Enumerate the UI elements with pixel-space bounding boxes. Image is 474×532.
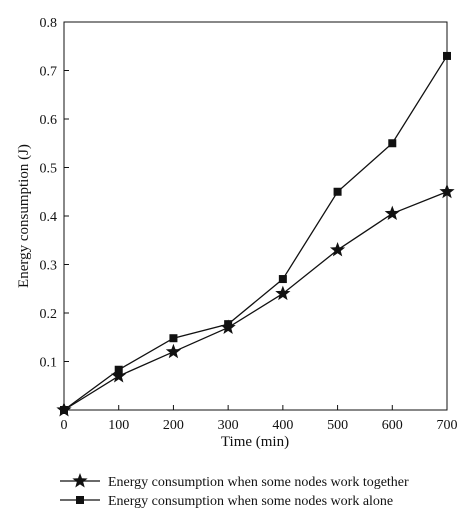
- series-line: [63, 191, 448, 411]
- data-point: [60, 406, 68, 414]
- data-point: [384, 205, 400, 221]
- data-point: [114, 365, 123, 374]
- y-axis-title: Energy consumption (J): [16, 144, 32, 288]
- data-point: [165, 343, 182, 359]
- data-point: [275, 285, 291, 301]
- x-tick-label: 400: [272, 418, 293, 433]
- legend-item: Energy consumption when some nodes work …: [60, 494, 393, 509]
- data-point: [111, 368, 127, 383]
- y-tick-label: 0.3: [40, 259, 58, 274]
- data-point: [329, 241, 346, 257]
- star-marker-icon: [72, 473, 88, 488]
- y-tick-label: 0.8: [40, 16, 58, 31]
- data-point: [443, 51, 451, 60]
- legend-item: Energy consumption when some nodes work …: [60, 473, 409, 490]
- legend-label: Energy consumption when some nodes work …: [108, 494, 393, 509]
- y-axis: 0.1 0.2 0.3 0.4 0.5 0.6 0.7 0.8: [40, 16, 69, 371]
- y-tick-label: 0.5: [40, 162, 58, 177]
- x-tick-label: 0: [61, 418, 68, 433]
- y-tick-label: 0.7: [40, 65, 58, 80]
- legend-label: Energy consumption when some nodes work …: [108, 475, 409, 490]
- x-axis: 0 100 200 300 400 500 600 700: [61, 405, 458, 433]
- series-layer: [56, 51, 455, 417]
- square-marker-icon: [76, 496, 84, 504]
- x-tick-label: 600: [382, 418, 403, 433]
- y-tick-label: 0.2: [40, 307, 58, 322]
- y-tick-label: 0.1: [40, 356, 58, 371]
- legend: Energy consumption when some nodes work …: [60, 473, 409, 509]
- data-point: [439, 183, 455, 199]
- x-tick-label: 100: [108, 418, 129, 433]
- data-point: [333, 187, 342, 196]
- x-axis-title: Time (min): [221, 434, 289, 450]
- data-point: [388, 139, 397, 148]
- data-point: [224, 320, 233, 329]
- series-2: [60, 51, 451, 414]
- series-line: [63, 55, 448, 411]
- y-tick-label: 0.4: [40, 210, 58, 225]
- data-point: [169, 334, 178, 343]
- x-tick-label: 500: [327, 418, 348, 433]
- series-1: [56, 183, 455, 417]
- y-tick-label: 0.6: [40, 113, 58, 128]
- data-point: [278, 275, 287, 284]
- x-tick-label: 700: [437, 418, 458, 433]
- x-tick-label: 200: [163, 418, 184, 433]
- x-tick-label: 300: [218, 418, 239, 433]
